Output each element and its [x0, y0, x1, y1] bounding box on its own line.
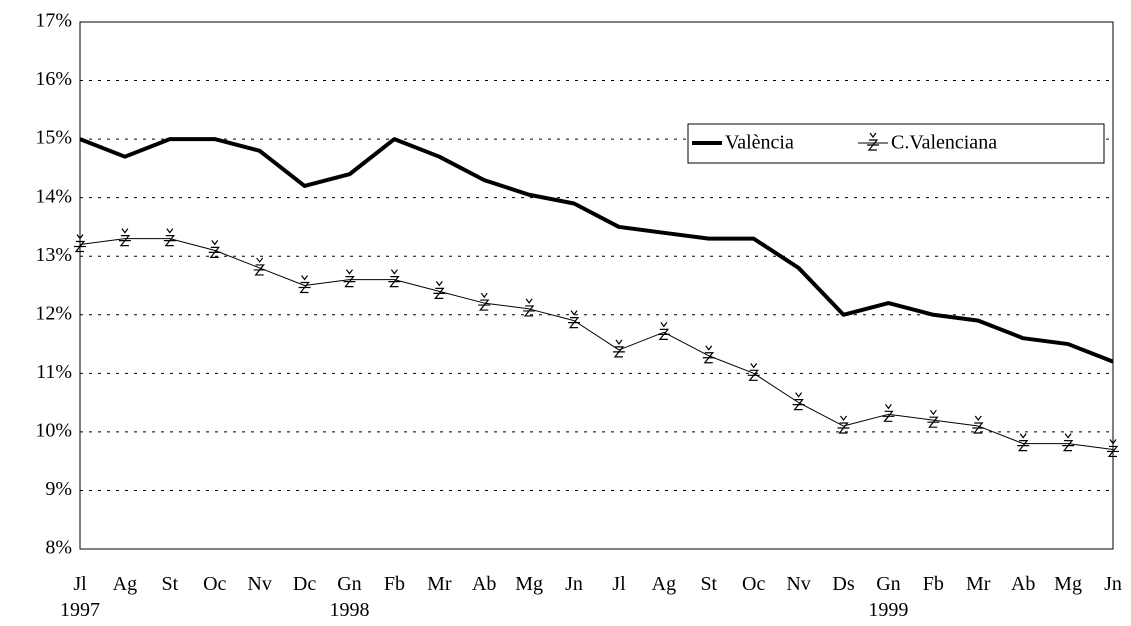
- plot-frame: [79, 21, 1114, 550]
- marker: [612, 339, 625, 358]
- marker: [433, 280, 446, 299]
- y-tick-label: 15%: [35, 127, 72, 149]
- y-tick-label: 14%: [35, 185, 72, 207]
- marker: [568, 310, 581, 329]
- marker: [747, 362, 760, 381]
- x-tick-label: Ag: [651, 573, 677, 595]
- marker: [523, 298, 536, 317]
- marker: [1107, 439, 1119, 458]
- marker: [298, 275, 311, 294]
- marker: [702, 345, 715, 364]
- marker: [343, 269, 356, 288]
- y-tick-label: 12%: [35, 302, 72, 324]
- x-tick-label: Jn: [565, 573, 583, 595]
- marker: [657, 321, 670, 340]
- x-tick-label: Ab: [1010, 573, 1036, 595]
- x-tick-label: Fb: [383, 573, 405, 595]
- legend-label: C.Valenciana: [891, 132, 997, 154]
- marker: [118, 228, 131, 247]
- y-tick-label: 8%: [45, 537, 72, 559]
- x-tick-label: St: [161, 573, 179, 595]
- y-tick-label: 9%: [45, 478, 72, 500]
- marker: [837, 415, 850, 434]
- x-tick-label: Dc: [292, 573, 317, 595]
- x-tick-label: Gn 1998: [329, 573, 370, 621]
- x-tick-label: Oc: [203, 573, 227, 595]
- marker: [208, 240, 221, 258]
- x-tick-label: Gn 1999: [868, 573, 909, 621]
- y-tick-label: 13%: [35, 244, 72, 266]
- marker: [253, 257, 266, 276]
- x-tick-label: St: [700, 573, 718, 595]
- marker: [867, 132, 879, 151]
- x-tick-label: Jn: [1104, 573, 1122, 595]
- marker: [792, 392, 805, 411]
- x-tick-label: Jl 1997: [60, 573, 100, 621]
- marker: [972, 415, 985, 434]
- x-tick-label: Mg: [1054, 573, 1082, 595]
- x-tick-label: Fb: [922, 573, 944, 595]
- x-tick-label: Oc: [742, 573, 766, 595]
- x-tick-label: Mr: [966, 573, 991, 595]
- marker: [388, 269, 401, 288]
- y-tick-label: 16%: [35, 68, 72, 90]
- x-tick-label: Mr: [427, 573, 452, 595]
- x-tick-label: Ds: [832, 573, 855, 595]
- series-line: [79, 238, 1114, 450]
- x-tick-label: Nv: [786, 573, 811, 595]
- marker: [74, 234, 86, 253]
- x-tick-label: Nv: [247, 573, 272, 595]
- series-line: [79, 137, 1114, 364]
- y-tick-label: 17%: [35, 10, 72, 32]
- legend-label: València: [725, 132, 794, 154]
- x-tick-label: Mg: [515, 573, 544, 595]
- marker: [478, 292, 491, 311]
- x-tick-label: Ab: [471, 573, 497, 595]
- legend: València C.Valenciana: [687, 123, 1105, 164]
- x-tick-label: Jl: [612, 573, 626, 595]
- legend-box: [687, 123, 1105, 164]
- marker: [1062, 433, 1075, 452]
- marker: [927, 409, 940, 428]
- x-tick-label: Ag: [112, 573, 138, 595]
- marker: [1017, 433, 1030, 452]
- y-tick-label: 10%: [35, 419, 72, 441]
- marker: [882, 403, 895, 422]
- y-tick-label: 11%: [36, 361, 72, 383]
- marker: [163, 228, 176, 247]
